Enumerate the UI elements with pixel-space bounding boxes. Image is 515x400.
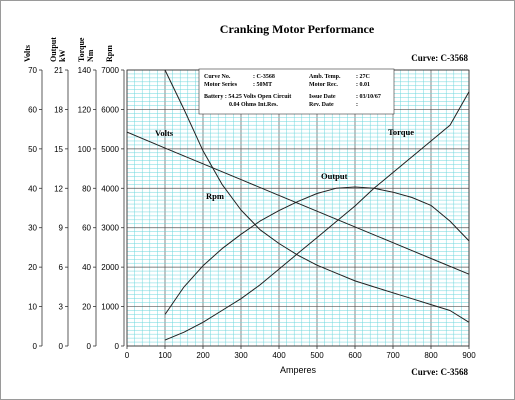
y-tick-label: 70 <box>28 66 37 75</box>
curve-label-bottom: Curve: C-3568 <box>411 367 468 377</box>
y-tick-label: 0 <box>115 342 120 351</box>
y-axis-label-3: Rpm <box>105 45 114 62</box>
series-line-output <box>164 186 470 315</box>
y-axis-label-0: Volts <box>23 45 32 62</box>
series-label-rpm: Rpm <box>206 191 224 201</box>
y-tick-label: 9 <box>59 224 64 233</box>
y-tick-label: 5000 <box>101 145 119 154</box>
y-tick-label: 60 <box>28 105 37 114</box>
x-tick-label: 600 <box>348 351 362 360</box>
chart-title: Cranking Motor Performance <box>220 22 375 36</box>
y-axis-label-2: Torque <box>77 37 86 62</box>
series-label-torque: Torque <box>388 127 414 137</box>
y-tick-label: 0 <box>33 342 38 351</box>
info-box: Curve No. : C-3568 Amb. Temp. : 27C Moto… <box>198 68 395 115</box>
info-motor-series: : 50MT <box>253 82 272 88</box>
x-tick-label: 700 <box>386 351 400 360</box>
y-tick-label: 120 <box>78 105 92 114</box>
series-line-volts <box>126 131 470 275</box>
series-labels: Volts Rpm Output Torque <box>155 127 414 201</box>
y-tick-label: 50 <box>28 145 37 154</box>
x-tick-label: 300 <box>234 351 248 360</box>
y-tick-label: 20 <box>28 263 37 272</box>
y-tick-label: 60 <box>82 224 91 233</box>
info-curve-no: : C-3568 <box>253 74 275 80</box>
info-box-background <box>198 68 395 115</box>
info-battery: Battery : 54.25 Volts Open Circuit <box>204 94 291 100</box>
x-tick-label: 500 <box>310 351 324 360</box>
info-amb-temp-label: Amb. Temp. <box>309 74 341 80</box>
y-tick-label: 6 <box>59 263 64 272</box>
grid <box>126 69 470 347</box>
series-line-rpm <box>164 69 470 323</box>
info-issue-date: : 03/10/67 <box>356 94 381 100</box>
y-tick-label: 18 <box>54 105 63 114</box>
x-axis: 0 100 200 300 400 500 600 700 800 900 <box>125 346 476 360</box>
series-label-volts: Volts <box>155 128 174 138</box>
y-tick-label: 7000 <box>101 66 119 75</box>
y-tick-label: 140 <box>78 66 92 75</box>
y-tick-label: 30 <box>28 224 37 233</box>
y-axis-unit-2: Nm <box>86 49 95 62</box>
y-axes: 0 10 20 30 40 50 60 70 Volts 0 3 6 9 12 15 18 21 Output kW… <box>23 37 125 351</box>
info-issue-date-label: Issue Date <box>309 94 336 100</box>
info-motor-rec: : 0.01 <box>356 82 370 88</box>
y-tick-label: 2000 <box>101 263 119 272</box>
y-tick-label: 80 <box>82 184 91 193</box>
x-tick-label: 900 <box>462 351 476 360</box>
x-tick-label: 0 <box>125 351 130 360</box>
info-curve-no-label: Curve No. <box>204 74 231 80</box>
curve-label-top: Curve: C-3568 <box>411 53 468 63</box>
x-tick-label: 800 <box>424 351 438 360</box>
y-tick-label: 6000 <box>101 105 119 114</box>
y-tick-label: 3000 <box>101 224 119 233</box>
info-motor-rec-label: Motor Rec. <box>309 82 338 88</box>
y-tick-label: 12 <box>54 184 63 193</box>
y-tick-label: 4000 <box>101 184 119 193</box>
y-tick-label: 3 <box>59 303 64 312</box>
x-tick-label: 100 <box>158 351 172 360</box>
y-tick-label: 10 <box>28 303 37 312</box>
y-tick-label: 0 <box>59 342 64 351</box>
y-tick-label: 15 <box>54 145 63 154</box>
series-line-torque <box>164 91 470 341</box>
x-axis-label: Amperes <box>280 365 317 375</box>
y-axis-unit-1: kW <box>58 50 67 62</box>
y-tick-label: 0 <box>87 342 92 351</box>
y-tick-label: 20 <box>82 303 91 312</box>
x-tick-label: 400 <box>272 351 286 360</box>
series-lines <box>126 69 470 341</box>
series-label-output: Output <box>321 171 348 181</box>
info-motor-series-label: Motor Series <box>204 82 238 88</box>
y-tick-label: 21 <box>54 66 63 75</box>
info-resistance: 0.04 Ohms Int.Res. <box>229 102 278 108</box>
y-tick-label: 40 <box>28 184 37 193</box>
y-tick-label: 1000 <box>101 303 119 312</box>
info-rev-date: : <box>356 102 358 108</box>
info-rev-date-label: Rev. Date <box>309 102 334 108</box>
info-amb-temp: : 27C <box>356 74 370 80</box>
x-tick-label: 200 <box>196 351 210 360</box>
y-axis-label-1: Output <box>49 37 58 62</box>
y-tick-label: 100 <box>78 145 92 154</box>
y-tick-label: 40 <box>82 263 91 272</box>
